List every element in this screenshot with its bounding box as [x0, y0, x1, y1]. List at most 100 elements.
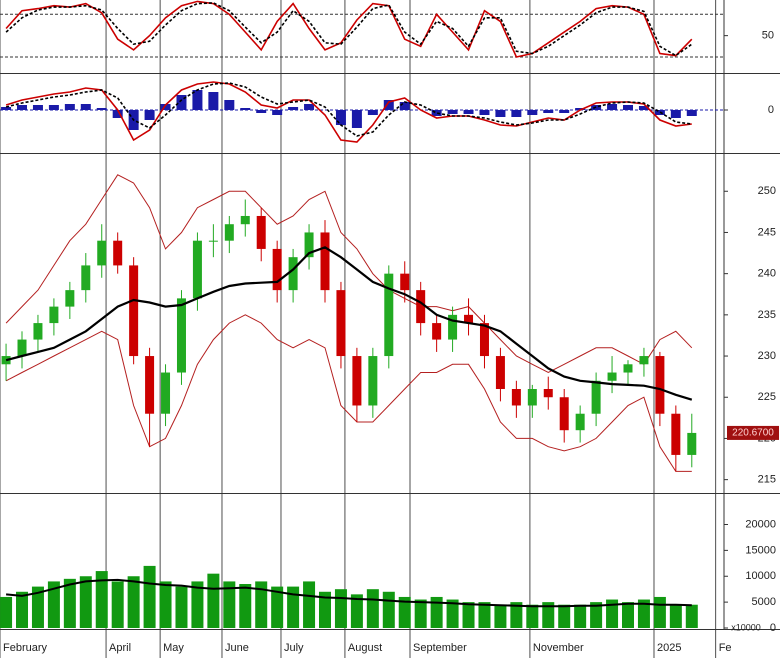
- line-series: [5, 2, 693, 57]
- line-series: [5, 0, 693, 58]
- volume-bar: [542, 602, 555, 628]
- volume-bar: [621, 602, 634, 628]
- volume-bar: [430, 596, 443, 628]
- volume-bar: [239, 584, 252, 628]
- histogram-bar: [32, 105, 43, 110]
- candle-body: [352, 356, 362, 406]
- candle-body: [224, 224, 234, 241]
- volume-bar: [191, 581, 204, 628]
- histogram-bar: [447, 110, 458, 114]
- candle-body: [511, 389, 521, 406]
- last-price-box: [727, 425, 779, 440]
- volume-bar: [95, 571, 108, 628]
- candle-body: [176, 298, 186, 373]
- candle-body: [65, 290, 75, 307]
- candle-body: [416, 290, 426, 324]
- volume-bar: [16, 591, 29, 628]
- histogram-bar: [304, 104, 315, 110]
- histogram-bar: [48, 105, 59, 110]
- histogram-bar: [527, 110, 538, 115]
- y-tick-label: 15000: [745, 544, 776, 556]
- volume-bar: [606, 599, 619, 628]
- candle-body: [368, 356, 378, 406]
- histogram-bar: [479, 110, 490, 115]
- volume-bar: [319, 591, 332, 628]
- histogram-bar: [686, 110, 697, 116]
- histogram-bar: [367, 110, 378, 115]
- histogram-bar: [272, 110, 283, 115]
- histogram-bar: [1, 107, 12, 110]
- volume-bar: [31, 586, 44, 628]
- volume-bar: [382, 591, 395, 628]
- y-tick-label: 225: [758, 391, 776, 403]
- candle-body: [17, 339, 27, 357]
- volume-bar: [590, 602, 603, 628]
- candle-body: [671, 413, 681, 455]
- volume-bar: [494, 604, 507, 628]
- volume-bar: [175, 586, 188, 628]
- candle-body: [129, 265, 139, 357]
- line-series: [5, 81, 692, 143]
- volume-bar: [366, 589, 379, 628]
- histogram-bar: [224, 100, 235, 110]
- line-series: [5, 314, 692, 472]
- y-tick-label: 230: [758, 350, 776, 362]
- candle-body: [240, 215, 250, 225]
- x-tick-label: May: [163, 642, 184, 654]
- y-tick-label: 0: [770, 622, 776, 634]
- histogram-bar: [351, 110, 362, 128]
- volume-bar: [574, 604, 587, 628]
- candle-body: [464, 314, 474, 324]
- histogram-bar: [208, 92, 219, 110]
- volume-bar: [526, 604, 539, 628]
- candle-body: [1, 356, 11, 365]
- volume-bar: [334, 589, 347, 628]
- candle-body: [384, 273, 394, 357]
- y-tick-label: 235: [758, 309, 776, 321]
- volume-bar: [558, 604, 571, 628]
- histogram-bar: [80, 104, 91, 110]
- volume-bar: [111, 581, 124, 628]
- candle-body: [113, 240, 123, 266]
- histogram-bar: [240, 108, 251, 110]
- y-tick-label: 245: [758, 226, 776, 238]
- histogram-bar: [112, 110, 123, 118]
- y-tick-label: 0: [768, 104, 774, 116]
- candle-body: [320, 232, 330, 291]
- volume-bar: [79, 576, 92, 628]
- volume-bar: [303, 581, 316, 628]
- candle-body: [400, 273, 410, 291]
- candle-body: [495, 356, 505, 390]
- volume-bar: [653, 596, 666, 628]
- histogram-bar: [495, 110, 506, 117]
- volume-bar: [287, 586, 300, 628]
- candle-body: [591, 380, 601, 414]
- histogram-bar: [192, 90, 203, 110]
- volume-bar: [414, 599, 427, 628]
- volume-bar: [398, 596, 411, 628]
- y-tick-label: 250: [758, 185, 776, 197]
- histogram-bar: [399, 102, 410, 110]
- histogram-bar: [176, 95, 187, 110]
- y-tick-label: 215: [758, 474, 776, 486]
- histogram-bar: [431, 110, 442, 116]
- x-tick-label: August: [348, 642, 382, 654]
- candle-body: [687, 432, 697, 455]
- x-tick-label: April: [109, 642, 131, 654]
- candle-body: [97, 240, 107, 266]
- x-tick-label: June: [225, 642, 249, 654]
- histogram-bar: [144, 110, 155, 120]
- volume-bar: [478, 602, 491, 628]
- candle-body: [479, 323, 489, 357]
- histogram-bar: [638, 106, 649, 110]
- y-tick-label: 20000: [745, 518, 776, 530]
- x-tick-label: February: [3, 642, 48, 654]
- x-tick-label: 2025: [657, 642, 681, 654]
- x-tick-label: Fe: [719, 642, 732, 654]
- histogram-bar: [607, 104, 618, 110]
- volume-bar: [462, 602, 475, 628]
- y-tick-label: 240: [758, 268, 776, 280]
- volume-bar: [669, 604, 682, 628]
- candle-body: [527, 389, 537, 406]
- histogram-bar: [160, 104, 171, 110]
